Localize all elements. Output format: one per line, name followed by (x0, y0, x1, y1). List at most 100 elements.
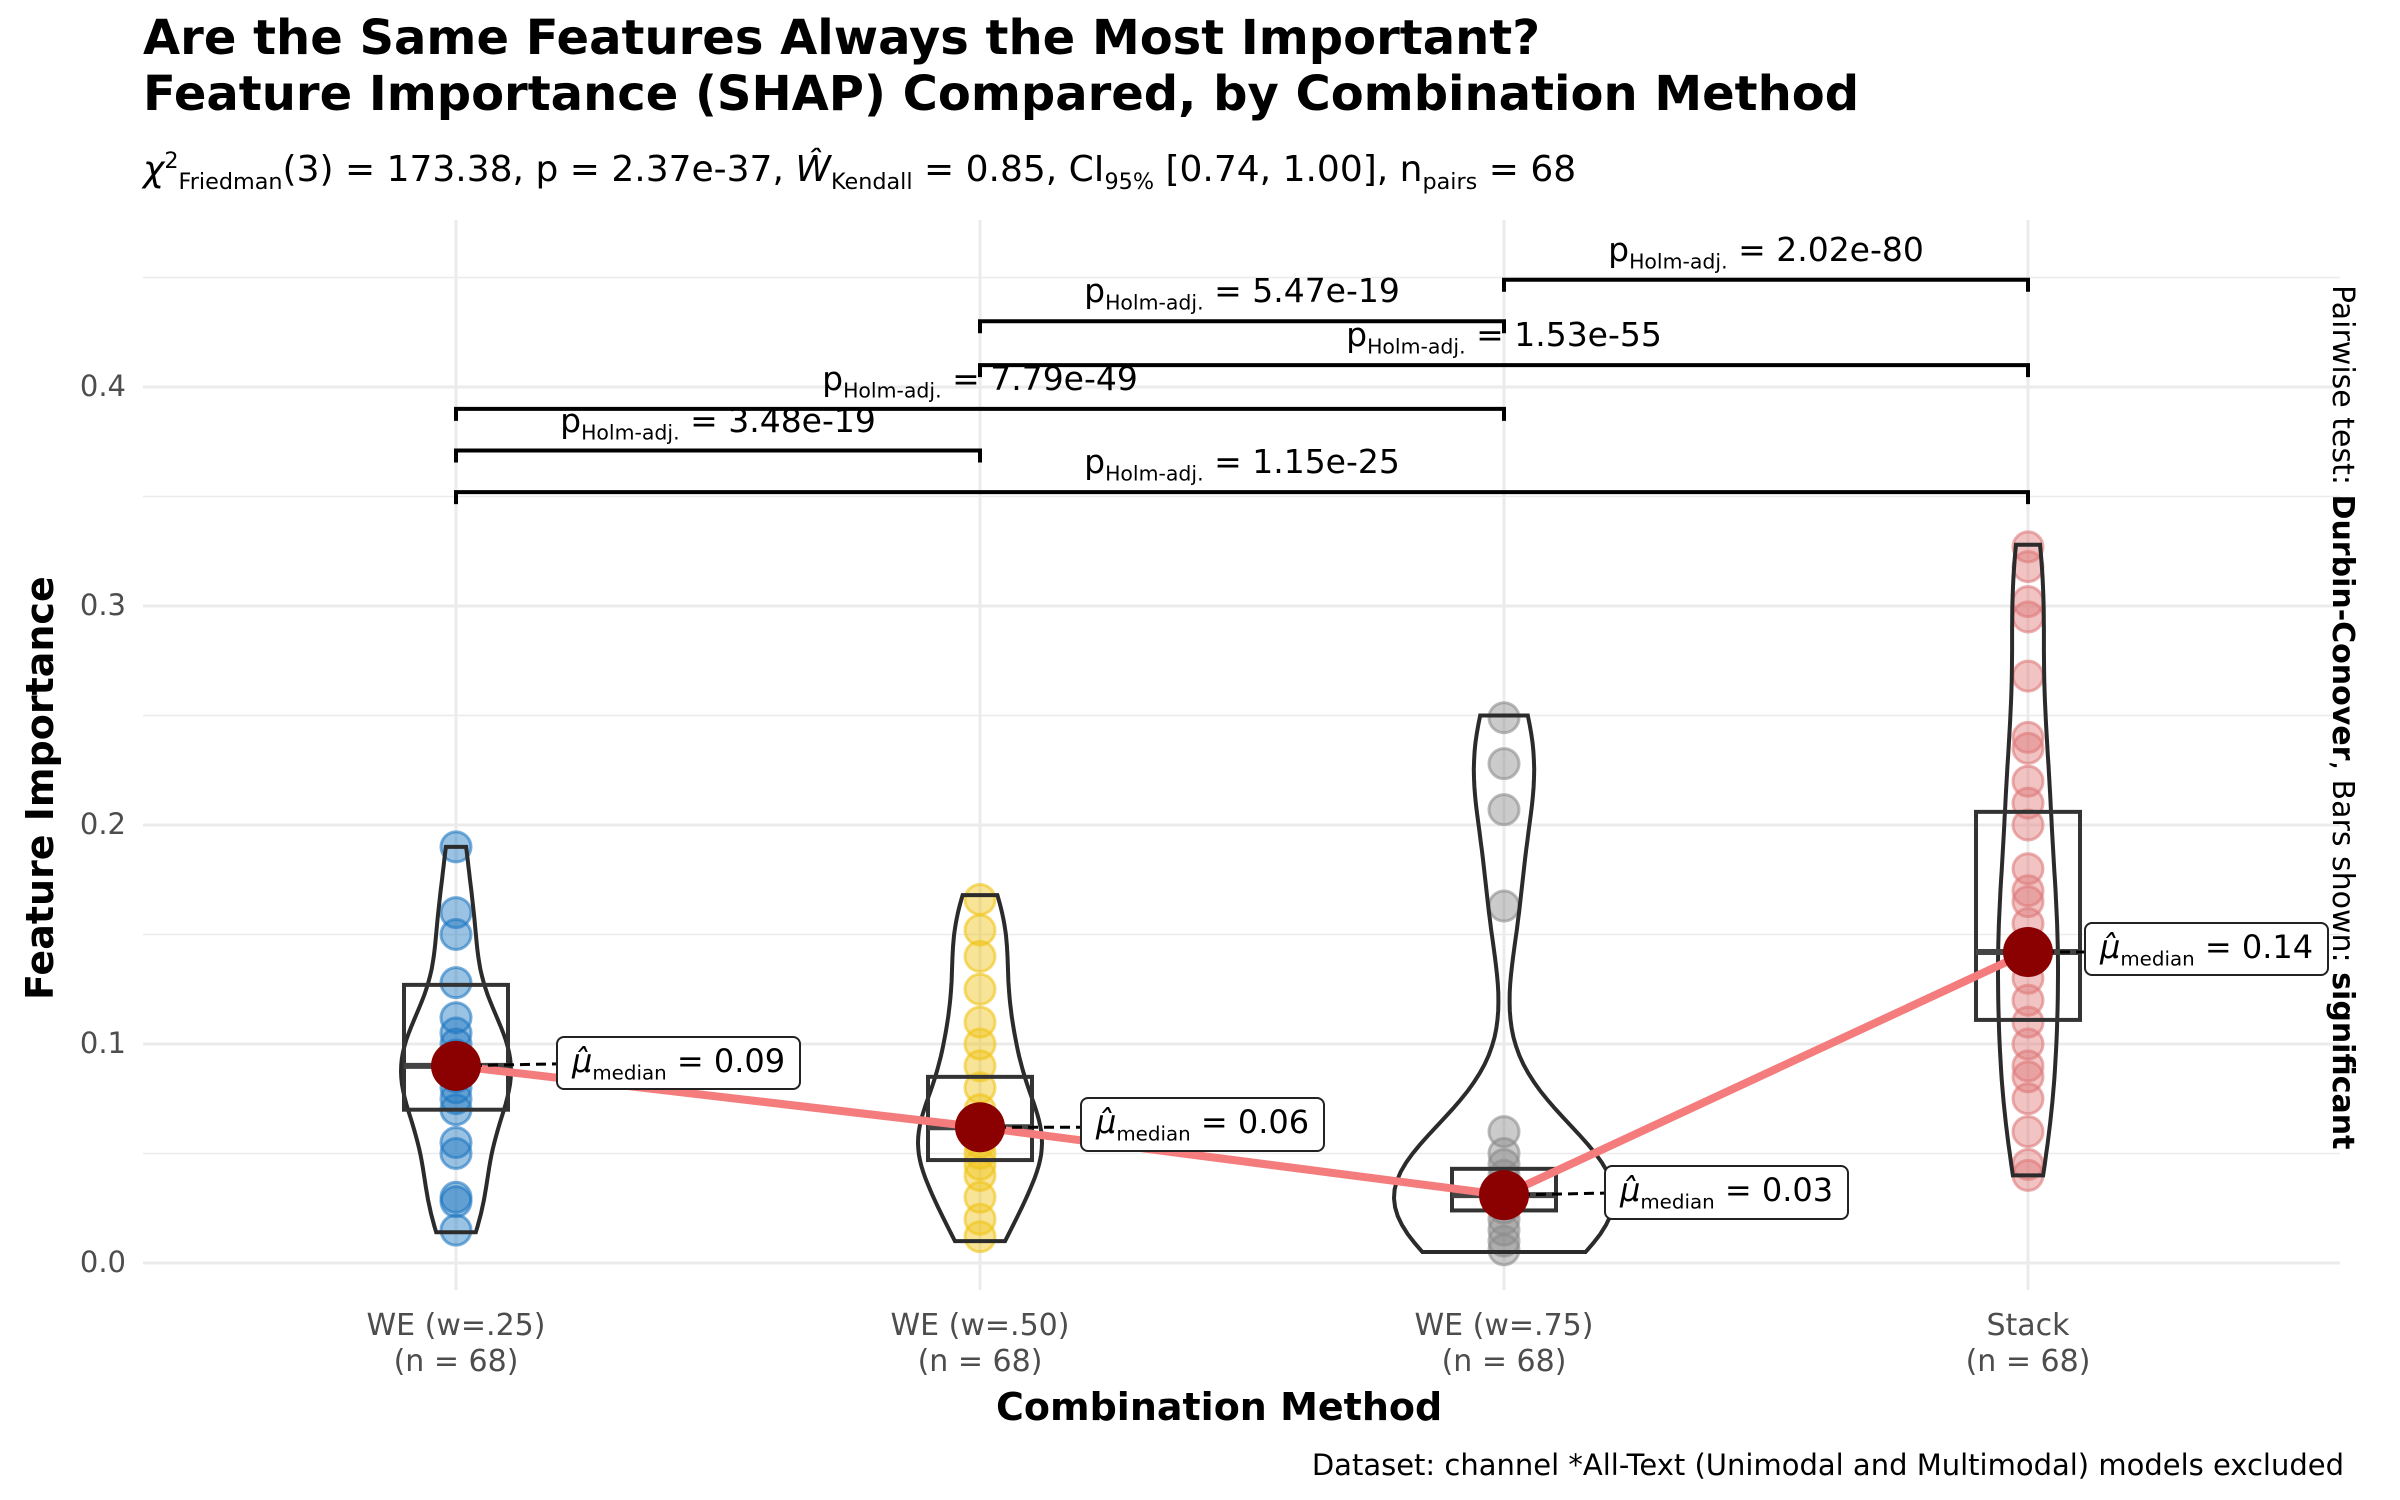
subtitle-ci-sub: 95% (1104, 169, 1155, 196)
x-tick-label: Stack (n = 68) (1878, 1308, 2178, 1380)
box (402, 982, 510, 1112)
pairwise-test-note: Pairwise test: Durbin-Conover, Bars show… (2325, 285, 2360, 1149)
pairwise-bracket (978, 363, 2030, 378)
data-point (1487, 1233, 1521, 1267)
median-point (955, 1102, 1005, 1153)
x-tick-label: WE (w=.50) (n = 68) (830, 1308, 1130, 1380)
median-label-sub: median (592, 1061, 667, 1085)
data-point (963, 1202, 997, 1236)
data-point (1487, 747, 1521, 781)
median-label: μ̂median = 0.03 (1604, 1165, 1850, 1220)
median-trend-segment (1502, 948, 2030, 1199)
pairwise-label-p: p (1346, 315, 1368, 355)
pairwise-bracket (978, 319, 1506, 334)
y-tick-label: 0.3 (79, 588, 126, 622)
median-label-sub: median (1640, 1190, 1715, 1214)
data-point (2011, 731, 2045, 765)
pairwise-label-sub: Holm-adj. (1105, 461, 1204, 486)
data-point (2011, 1049, 2045, 1083)
subtitle-n-sub: pairs (1422, 169, 1478, 196)
y-tick-label: 0.1 (79, 1026, 126, 1060)
x-tick-n: (n = 68) (917, 1344, 1043, 1379)
note-test: Durbin-Conover (2325, 494, 2360, 761)
pairwise-label-value: = 1.53e-55 (1465, 315, 1662, 355)
note-middle: , Bars shown: (2325, 760, 2360, 973)
pairwise-label-value: = 5.47e-19 (1203, 271, 1400, 311)
y-tick-label: 0.2 (79, 807, 126, 841)
chart-subtitle: χ2Friedman(3) = 173.38, p = 2.37e-37, ŴK… (143, 148, 1577, 196)
pairwise-label-sub: Holm-adj. (1105, 290, 1204, 315)
box (1974, 809, 2082, 1022)
median-point (1479, 1170, 1529, 1221)
median-point (2003, 927, 2053, 978)
subtitle-chi-df: (3) = 173.38, p = 2.37e-37, (282, 149, 796, 190)
pairwise-label-p: p (560, 400, 582, 440)
grid-lines (143, 220, 2340, 1290)
data-point (1487, 793, 1521, 827)
chart-title-line2: Feature Importance (SHAP) Compared, by C… (143, 66, 1860, 122)
data-point (963, 972, 997, 1006)
pairwise-label-p: p (1608, 229, 1630, 269)
pairwise-label-sub: Holm-adj. (843, 378, 942, 403)
data-point (439, 918, 473, 951)
median-label: μ̂median = 0.06 (1080, 1097, 1326, 1152)
x-axis-title: Combination Method (996, 1385, 1443, 1429)
pairwise-label: pHolm-adj. = 1.15e-25 (1084, 442, 1400, 486)
pairwise-label: pHolm-adj. = 5.47e-19 (1084, 271, 1400, 315)
x-tick-category: Stack (1986, 1308, 2070, 1343)
pairwise-label-p: p (1084, 442, 1106, 482)
median-label: μ̂median = 0.09 (556, 1035, 802, 1091)
x-tick-n: (n = 68) (1965, 1344, 2091, 1379)
median-label-value: = 0.06 (1190, 1103, 1310, 1142)
data-point (439, 966, 473, 1000)
pairwise-label: pHolm-adj. = 7.79e-49 (822, 359, 1138, 403)
y-axis-title: Feature Importance (18, 576, 62, 1000)
pairwise-label-value: = 1.15e-25 (1203, 442, 1400, 482)
subtitle-n-value: = 68 (1477, 149, 1577, 190)
data-point (439, 1126, 473, 1160)
pairwise-label: pHolm-adj. = 3.48e-19 (560, 401, 876, 445)
chart-caption: Dataset: channel *All-Text (Unimodal and… (1311, 1448, 2344, 1482)
note-prefix: Pairwise test: (2325, 285, 2360, 495)
subtitle-w-value: = 0.85, CI (912, 149, 1105, 190)
x-tick-label: WE (w=.75) (n = 68) (1354, 1308, 1654, 1380)
median-points (431, 927, 2084, 1221)
median-trend (455, 948, 2030, 1200)
subtitle-chi-sub: Friedman (178, 169, 283, 196)
violin (915, 893, 1045, 1244)
pairwise-bracket (454, 490, 2030, 505)
pairwise-label-sub: Holm-adj. (581, 420, 680, 445)
subtitle-ci-value: [0.74, 1.00], n (1154, 149, 1423, 190)
median-label-value: = 0.14 (2194, 928, 2314, 967)
median-trend-segment (455, 1061, 981, 1132)
pairwise-bracket (454, 406, 1506, 421)
subtitle-chi-sup: 2 (164, 148, 179, 174)
note-shown: significant (2325, 972, 2360, 1150)
pairwise-label-value: = 3.48e-19 (679, 400, 876, 440)
median-label-sub: median (1116, 1122, 1191, 1146)
data-point (439, 1185, 473, 1219)
median-label-sub: median (2120, 947, 2195, 971)
pairwise-label-p: p (1084, 271, 1106, 311)
median-label-value: = 0.03 (1714, 1171, 1834, 1210)
median-label: μ̂median = 0.14 (2084, 922, 2330, 977)
median-label-value: = 0.09 (666, 1041, 786, 1080)
x-tick-label: WE (w=.25) (n = 68) (306, 1308, 606, 1380)
data-point (2011, 659, 2045, 693)
data-point (1487, 889, 1521, 923)
data-point (963, 913, 997, 947)
pairwise-label: pHolm-adj. = 1.53e-55 (1346, 315, 1662, 359)
pairwise-brackets (454, 277, 2030, 505)
data-point (2011, 874, 2045, 908)
subtitle-w-sub: Kendall (830, 169, 913, 196)
pairwise-label-sub: Holm-adj. (1367, 334, 1466, 359)
data-point (1487, 1224, 1521, 1258)
pairwise-label: pHolm-adj. = 2.02e-80 (1608, 230, 1924, 274)
pairwise-label-value: = 7.79e-49 (941, 358, 1138, 398)
pairwise-label-sub: Holm-adj. (1629, 249, 1728, 274)
violin (1391, 713, 1617, 1254)
chart-title-line1: Are the Same Features Always the Most Im… (143, 10, 1541, 66)
data-point (963, 882, 997, 916)
data-point (2011, 1082, 2045, 1116)
pairwise-label-p: p (822, 358, 844, 398)
